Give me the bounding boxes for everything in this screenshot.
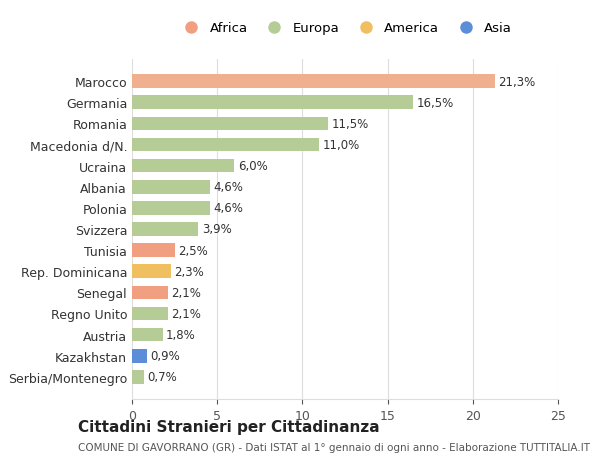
Text: 4,6%: 4,6% — [214, 181, 244, 194]
Bar — [132, 286, 168, 300]
Text: 3,9%: 3,9% — [202, 223, 232, 236]
Text: 1,8%: 1,8% — [166, 328, 196, 341]
Bar — [132, 96, 413, 110]
Bar — [132, 159, 234, 173]
Bar — [132, 328, 163, 342]
Bar — [132, 180, 211, 194]
Text: 11,5%: 11,5% — [331, 118, 368, 131]
Bar — [132, 370, 144, 384]
Text: 2,1%: 2,1% — [171, 286, 201, 299]
Bar — [132, 244, 175, 257]
Text: 4,6%: 4,6% — [214, 202, 244, 215]
Bar — [132, 138, 319, 152]
Text: COMUNE DI GAVORRANO (GR) - Dati ISTAT al 1° gennaio di ogni anno - Elaborazione : COMUNE DI GAVORRANO (GR) - Dati ISTAT al… — [78, 442, 590, 452]
Bar — [132, 117, 328, 131]
Text: 6,0%: 6,0% — [238, 160, 268, 173]
Legend: Africa, Europa, America, Asia: Africa, Europa, America, Asia — [178, 22, 512, 35]
Text: 2,5%: 2,5% — [178, 244, 208, 257]
Text: 2,3%: 2,3% — [175, 265, 205, 278]
Text: 11,0%: 11,0% — [323, 139, 360, 151]
Text: 0,7%: 0,7% — [148, 370, 177, 384]
Bar — [132, 307, 168, 321]
Text: 21,3%: 21,3% — [499, 75, 536, 89]
Bar — [132, 202, 211, 215]
Text: 2,1%: 2,1% — [171, 308, 201, 320]
Bar — [132, 75, 495, 89]
Bar — [132, 349, 148, 363]
Text: 0,9%: 0,9% — [151, 349, 181, 363]
Bar — [132, 223, 199, 236]
Text: Cittadini Stranieri per Cittadinanza: Cittadini Stranieri per Cittadinanza — [78, 420, 380, 435]
Text: 16,5%: 16,5% — [416, 96, 454, 110]
Bar — [132, 265, 171, 279]
